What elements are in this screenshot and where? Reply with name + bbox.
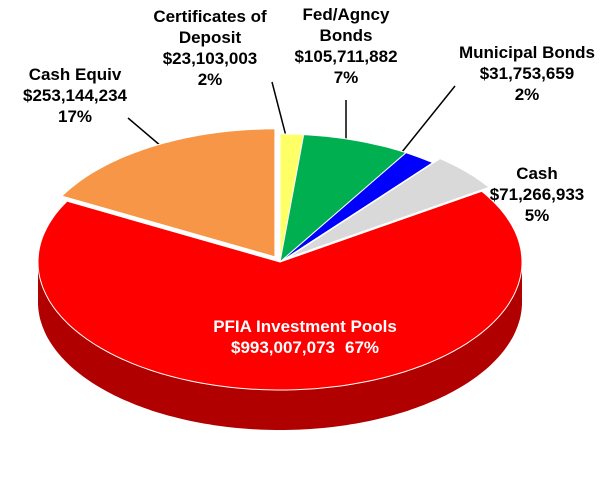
value-label: $71,266,933	[489, 185, 585, 204]
category-label: Municipal Bonds	[459, 43, 595, 62]
slice	[279, 152, 434, 263]
category-label: Certificates of Deposit	[153, 7, 267, 47]
slice-side	[38, 262, 522, 430]
percent-label: 2%	[197, 70, 223, 89]
category-label: Cash Equiv	[28, 65, 122, 84]
slice	[279, 134, 408, 264]
leader-line	[271, 81, 288, 141]
value-label: $23,103,003	[162, 49, 258, 68]
value-label: $31,753,659	[479, 64, 575, 83]
slice-label: Municipal Bonds $31,753,659 2%	[427, 42, 611, 105]
slice	[60, 128, 276, 258]
category-label: PFIA Investment Pools	[213, 317, 397, 336]
percent-label: 17%	[57, 107, 93, 126]
percent-label: 5%	[524, 206, 550, 225]
percent-label: 2%	[514, 85, 540, 104]
value-label: $105,711,882	[294, 47, 398, 66]
category-label: Fed/Agncy Bonds	[302, 5, 390, 45]
category-label: Cash	[516, 164, 558, 183]
slice-label: Cash $71,266,933 5%	[467, 163, 607, 226]
value-label: $993,007,073	[230, 338, 335, 357]
value-label: $253,144,234	[23, 86, 127, 105]
percent-label: 7%	[333, 68, 359, 87]
slice-label: PFIA Investment Pools $993,007,073 67%	[205, 316, 405, 358]
slice-label: Certificates of Deposit $23,103,003 2%	[135, 6, 285, 90]
value-line: $993,007,073 67%	[205, 337, 405, 358]
leader-line	[401, 85, 456, 153]
slice	[37, 190, 523, 391]
slice	[287, 158, 491, 259]
percent-label: 67%	[344, 338, 380, 357]
slice-label: Fed/Agncy Bonds $105,711,882 7%	[281, 4, 411, 88]
slice-label: Cash Equiv $253,144,234 17%	[0, 64, 155, 127]
